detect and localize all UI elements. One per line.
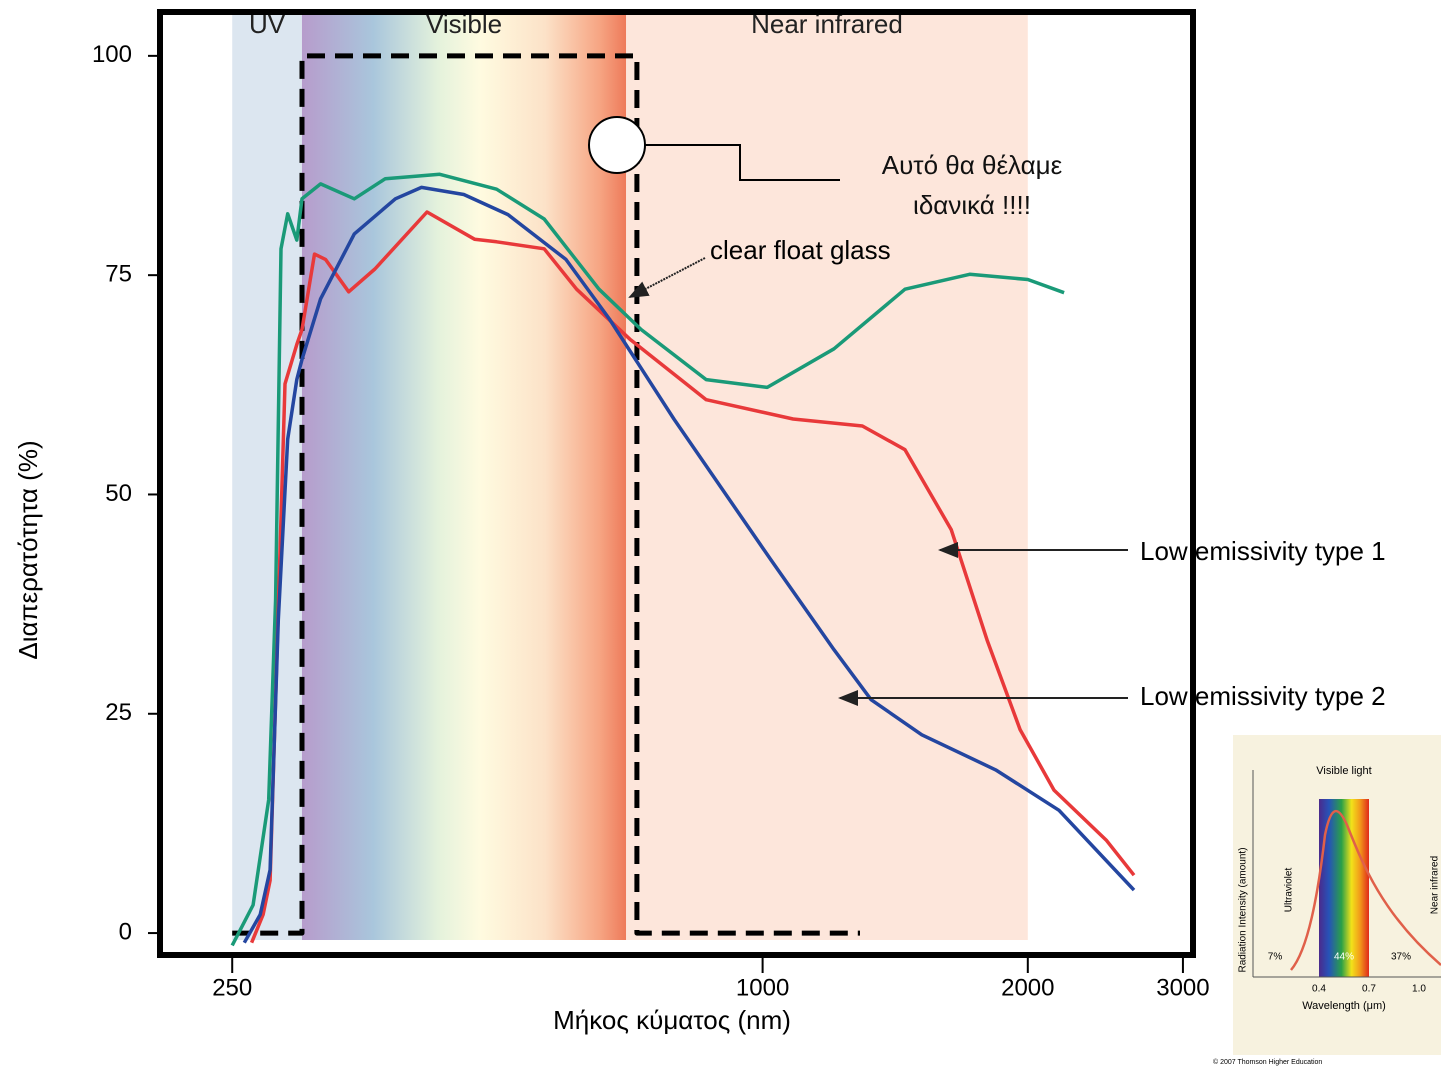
x-tick-label: 250 bbox=[212, 974, 252, 1001]
region-band bbox=[301, 12, 627, 940]
region-band bbox=[232, 12, 302, 940]
annotation: clear float glass bbox=[710, 235, 891, 265]
inset-label: Near infrared bbox=[1430, 856, 1441, 914]
inset-curve bbox=[1290, 810, 1441, 971]
series-line bbox=[242, 185, 1136, 944]
y-tick-label: 50 bbox=[105, 480, 132, 507]
annotation: Low emissivity type 2 bbox=[1140, 681, 1386, 711]
y-tick-label: 75 bbox=[105, 261, 132, 288]
inset-figure: Visible light Radiation Intensity (amoun… bbox=[1213, 735, 1441, 1068]
series-line bbox=[230, 172, 1065, 947]
annotation: Αυτό θα θέλαμε ιδανικά !!!! bbox=[881, 150, 1063, 220]
inset-share: 7% bbox=[1268, 952, 1283, 963]
series-line bbox=[249, 210, 1136, 944]
ideal-line bbox=[232, 53, 860, 936]
y-axis-title: Διαπερατότητα (%) bbox=[13, 440, 43, 659]
x-axis-title: Μήκος κύματος (nm) bbox=[553, 1005, 791, 1035]
inset-share: 44% bbox=[1334, 952, 1354, 963]
y-tick-label: 0 bbox=[119, 918, 132, 945]
ideal-marker bbox=[588, 116, 646, 174]
inset-label: Ultraviolet bbox=[1284, 868, 1295, 913]
region-band bbox=[626, 12, 1028, 940]
plot-frame bbox=[157, 9, 1196, 958]
ideal-connector bbox=[645, 144, 840, 181]
y-tick-label: 25 bbox=[105, 699, 132, 726]
x-tick-label: 2000 bbox=[1001, 974, 1054, 1001]
inset-tick: 0.4 bbox=[1312, 984, 1326, 995]
annotation: Low emissivity type 1 bbox=[1140, 536, 1386, 566]
inset-title: Visible light bbox=[1316, 765, 1371, 777]
inset-tick: 1.0 bbox=[1412, 984, 1426, 995]
inset-credit: © 2007 Thomson Higher Education bbox=[1213, 1058, 1322, 1066]
inset-tick: 0.7 bbox=[1362, 984, 1376, 995]
inset-y-title: Radiation Intensity (amount) bbox=[1238, 847, 1249, 972]
x-tick-label: 3000 bbox=[1156, 974, 1209, 1001]
y-tick-label: 100 bbox=[92, 41, 132, 68]
annotation-arrow bbox=[628, 257, 706, 298]
inset-share: 37% bbox=[1391, 952, 1411, 963]
inset-x-title: Wavelength (μm) bbox=[1302, 1000, 1386, 1012]
x-tick-label: 1000 bbox=[736, 974, 789, 1001]
